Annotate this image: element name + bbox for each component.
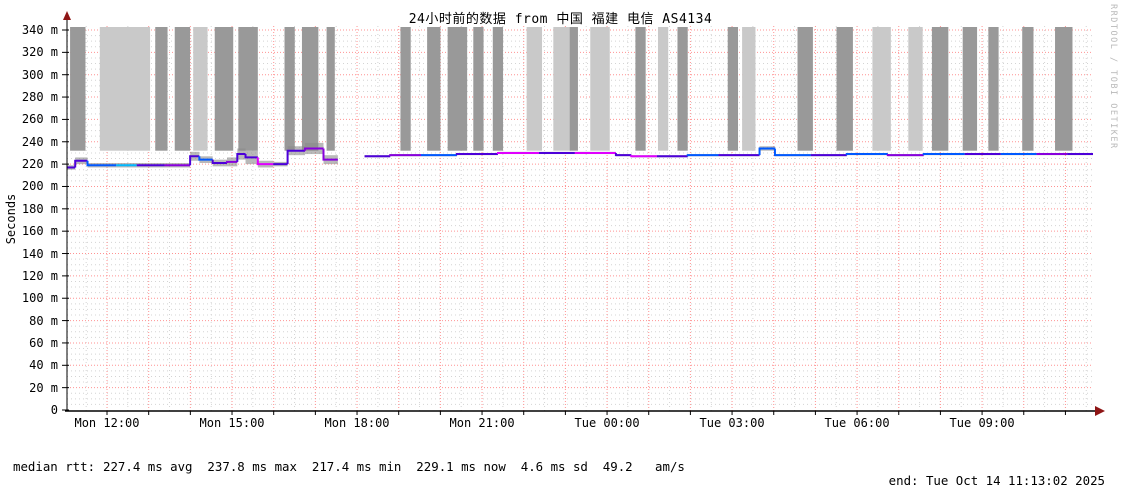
loss-band xyxy=(988,27,999,151)
y-tick-label: 320 m xyxy=(21,45,58,60)
median-rtt-line-segment xyxy=(286,149,306,165)
y-tick-label: 180 m xyxy=(21,201,58,216)
loss-band xyxy=(635,27,646,151)
loss-band xyxy=(962,27,978,151)
loss-band xyxy=(931,27,949,151)
median-rtt-line-segment xyxy=(74,159,88,168)
y-tick-label: 40 m xyxy=(29,358,58,373)
y-axis-arrow xyxy=(63,11,71,20)
median-rtt-line-segment xyxy=(886,154,924,157)
median-rtt-line-segment xyxy=(226,160,238,163)
chart-title: 24小时前的数据 from 中国 福建 电信 AS4134 xyxy=(408,12,713,27)
x-tick-label: Mon 21:00 xyxy=(449,416,515,430)
y-tick-label: 120 m xyxy=(21,268,58,283)
x-tick-label: Tue 03:00 xyxy=(699,416,765,430)
loss-band xyxy=(238,27,258,151)
x-tick-label: Mon 12:00 xyxy=(74,416,140,430)
x-axis-arrow xyxy=(1095,406,1105,416)
median-rtt-line-segment xyxy=(189,155,200,166)
loss-band xyxy=(872,27,891,151)
loss-band xyxy=(155,27,168,151)
stats-block: median rtt: 227.4 ms avg 237.8 ms max 217… xyxy=(13,431,685,494)
loss-band xyxy=(427,27,441,151)
loss-band xyxy=(797,27,813,151)
y-tick-label: 260 m xyxy=(21,112,58,127)
loss-band xyxy=(569,27,578,151)
loss-band xyxy=(326,27,335,151)
loss-band xyxy=(400,27,411,151)
y-tick-label: 240 m xyxy=(21,134,58,149)
y-tick-label: 60 m xyxy=(29,335,58,350)
median-rtt-line-segment xyxy=(304,147,324,151)
x-tick-label: Tue 00:00 xyxy=(574,416,640,430)
y-tick-label: 140 m xyxy=(21,246,58,261)
y-tick-label: 100 m xyxy=(21,291,58,306)
x-tick-label: Mon 15:00 xyxy=(199,416,265,430)
loss-band xyxy=(553,27,571,151)
median-rtt-line-segment xyxy=(389,154,421,157)
y-tick-label: 300 m xyxy=(21,67,58,82)
y-tick-label: 20 m xyxy=(29,380,58,395)
y-tick-label: 160 m xyxy=(21,224,58,239)
median-rtt-line-segment xyxy=(922,153,965,156)
y-tick-label: 220 m xyxy=(21,157,58,172)
median-rtt-line-segment xyxy=(455,153,498,156)
y-tick-label: 280 m xyxy=(21,90,58,105)
loss-band xyxy=(473,27,484,151)
median-rtt-line-segment xyxy=(322,148,338,161)
loss-band xyxy=(677,27,688,151)
loss-band xyxy=(284,27,295,151)
loss-band xyxy=(908,27,923,151)
end-timestamp: end: Tue Oct 14 11:13:02 2025 xyxy=(888,473,1105,488)
loss-band xyxy=(836,27,853,151)
median-rtt-row: median rtt: 227.4 ms avg 237.8 ms max 217… xyxy=(13,458,685,474)
median-rtt-line-segment xyxy=(244,154,258,159)
loss-band xyxy=(301,27,319,151)
rrdtool-watermark: RRDTOOL / TOBI OETIKER xyxy=(1108,4,1118,150)
loss-band xyxy=(1055,27,1073,151)
loss-band xyxy=(727,27,739,151)
loss-band xyxy=(70,27,86,151)
y-tick-label: 340 m xyxy=(21,23,58,37)
loss-band xyxy=(492,27,504,151)
median-rtt-line-segment xyxy=(845,153,888,156)
loss-band xyxy=(590,27,610,151)
y-tick-label: 200 m xyxy=(21,179,58,194)
loss-band xyxy=(99,27,151,151)
loss-band xyxy=(526,27,543,151)
y-tick-label: 80 m xyxy=(29,313,58,328)
median-rtt-line-segment xyxy=(686,154,719,157)
median-rtt-line-segment xyxy=(236,153,246,162)
median-rtt-values: 227.4 ms avg 237.8 ms max 217.4 ms min 2… xyxy=(103,458,685,474)
median-rtt-line-segment xyxy=(211,159,228,164)
loss-band xyxy=(657,27,669,151)
y-tick-label: 0 xyxy=(50,403,58,417)
median-rtt-line-segment xyxy=(614,152,632,157)
x-tick-label: Tue 09:00 xyxy=(949,416,1015,430)
loss-band xyxy=(1022,27,1034,151)
median-rtt-line-segment xyxy=(256,157,274,166)
median-rtt-line-segment xyxy=(198,156,213,161)
loss-band xyxy=(174,27,191,151)
median-rtt-line-segment xyxy=(773,148,811,157)
loss-band xyxy=(214,27,234,151)
loss-band xyxy=(447,27,468,151)
loss-band xyxy=(742,27,756,151)
x-tick-label: Mon 18:00 xyxy=(324,416,390,430)
x-tick-label: Tue 06:00 xyxy=(824,416,890,430)
median-rtt-line-segment xyxy=(630,155,657,158)
median-rtt-label: median rtt: xyxy=(13,458,96,474)
loss-band xyxy=(193,27,208,151)
median-rtt-line-segment xyxy=(496,151,539,155)
median-rtt-line-segment xyxy=(86,160,117,167)
median-rtt-line-segment xyxy=(758,147,775,156)
